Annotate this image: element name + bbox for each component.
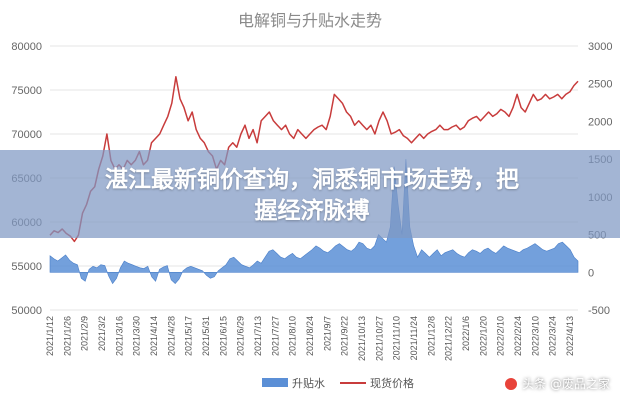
y-left-tick-label: 80000: [11, 41, 42, 53]
chart-title: 电解铜与升贴水走势: [238, 11, 382, 30]
x-tick-label: 2022/2/24: [513, 316, 523, 356]
y-right-tick-label: 2500: [588, 79, 612, 91]
x-tick-label: 2021/3/2: [97, 316, 107, 351]
watermark: 头条 @废品之家: [504, 375, 610, 392]
x-tick-label: 2022/1/20: [478, 316, 488, 356]
x-tick-label: 2021/4/28: [166, 316, 176, 356]
x-tick-label: 2021/12/22: [444, 316, 454, 361]
x-tick-label: 2021/7/27: [270, 316, 280, 356]
overlay-line-1: 湛江最新铜价查询，洞悉铜市场走势，把: [105, 166, 519, 192]
x-tick-label: 2021/1/12: [45, 316, 55, 356]
x-tick-label: 2021/9/7: [322, 316, 332, 351]
y-right-tick-label: 3000: [588, 41, 612, 53]
series-area-premium: [49, 159, 579, 285]
x-tick-label: 2021/8/10: [288, 316, 298, 356]
x-tick-label: 2022/2/10: [496, 316, 506, 356]
x-tick-label: 2021/1/26: [62, 316, 72, 356]
x-tick-label: 2022/3/24: [548, 316, 558, 356]
toutiao-logo-icon: [504, 376, 519, 391]
y-left-tick-label: 55000: [11, 261, 42, 273]
x-tick-label: 2021/4/14: [149, 316, 159, 356]
watermark-text: 头条 @废品之家: [522, 377, 610, 391]
x-tick-label: 2021/8/24: [305, 316, 315, 356]
x-tick-label: 2021/3/16: [114, 316, 124, 356]
x-tick-label: 2022/1/6: [461, 316, 471, 351]
overlay-headline: 湛江最新铜价查询，洞悉铜市场走势，把 握经济脉搏: [22, 164, 602, 226]
y-right-tick-label: -500: [588, 305, 610, 317]
x-tick-label: 2021/9/22: [340, 316, 350, 356]
legend-label-spot-price: 现货价格: [370, 376, 414, 390]
legend-swatch-premium: [262, 378, 288, 387]
x-tick-label: 2021/5/31: [201, 316, 211, 356]
x-tick-label: 2021/2/9: [80, 316, 90, 351]
y-left-tick-label: 50000: [11, 305, 42, 317]
x-tick-label: 2021/10/27: [374, 316, 384, 361]
y-left-tick-label: 75000: [11, 85, 42, 97]
y-right-tick-label: 2000: [588, 116, 612, 128]
x-tick-label: 2021/6/29: [236, 316, 246, 356]
x-tick-label: 2021/5/17: [184, 316, 194, 356]
x-tick-label: 2021/11/24: [409, 316, 419, 360]
x-tick-label: 2022/3/10: [530, 316, 540, 356]
x-tick-label: 2021/10/13: [357, 316, 367, 361]
y-right-tick-label: 0: [588, 267, 594, 279]
x-tick-label: 2021/12/8: [426, 316, 436, 356]
overlay-line-2: 握经济脉搏: [254, 197, 370, 223]
x-tick-label: 2021/7/13: [253, 316, 263, 356]
x-tick-label: 2021/11/10: [392, 316, 402, 360]
x-tick-label: 2021/6/15: [218, 316, 228, 356]
title-overlay-band: [0, 150, 620, 238]
x-tick-label: 2021/3/30: [132, 316, 142, 356]
legend-label-premium: 升贴水: [292, 376, 325, 390]
x-tick-label: 2022/4/13: [565, 316, 575, 356]
y-left-tick-label: 70000: [11, 129, 42, 141]
